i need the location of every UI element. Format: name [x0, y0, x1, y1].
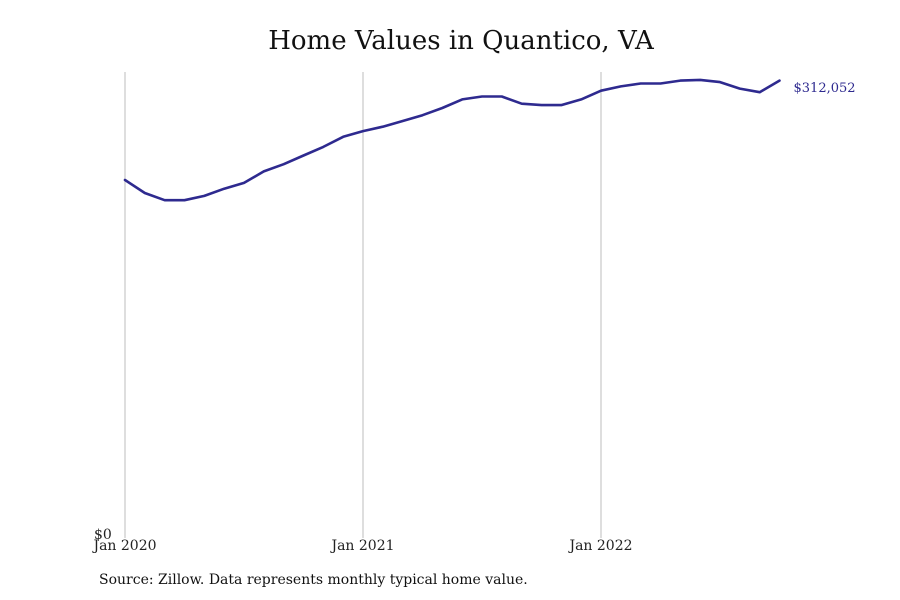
chart-title: Home Values in Quantico, VA — [268, 26, 654, 56]
x-tick-label: Jan 2021 — [329, 538, 394, 554]
y-tick-label: $0 — [94, 527, 112, 543]
x-tick-label: Jan 2022 — [567, 538, 632, 554]
series-group: $312,052 — [123, 78, 856, 202]
x-tick-label: Jan 2020 — [91, 538, 156, 554]
series-line — [123, 78, 781, 202]
y-axis-ticks: $0 — [94, 527, 112, 543]
x-axis-ticks: Jan 2020 Jan 2021 Jan 2022 — [91, 538, 632, 554]
source-note: Source: Zillow. Data represents monthly … — [99, 572, 528, 588]
grid-lines — [124, 72, 602, 538]
end-value-label: $312,052 — [794, 81, 856, 96]
